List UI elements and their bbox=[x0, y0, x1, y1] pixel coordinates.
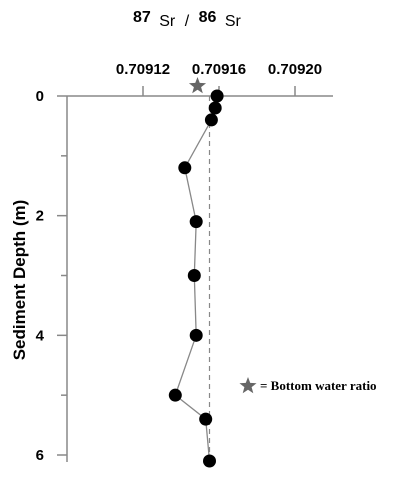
y-tick-label: 0 bbox=[36, 88, 44, 105]
data-point bbox=[208, 101, 222, 115]
bottom-water-star-marker bbox=[188, 77, 207, 94]
x-tick-label: 0.70916 bbox=[192, 61, 246, 78]
data-points bbox=[168, 89, 224, 468]
chart-title: 87 Sr / 86 Sr bbox=[133, 9, 242, 30]
y-ticks: 0 2 4 6 bbox=[36, 88, 67, 464]
legend: = Bottom water ratio bbox=[239, 377, 377, 394]
data-point bbox=[187, 269, 201, 282]
legend-label: = Bottom water ratio bbox=[260, 378, 377, 393]
title-element-bottom: Sr bbox=[225, 13, 242, 30]
data-point bbox=[204, 113, 218, 127]
data-point bbox=[210, 89, 224, 103]
data-point bbox=[178, 161, 192, 175]
title-element-top: Sr bbox=[159, 13, 176, 30]
title-mass-top: 87 bbox=[133, 9, 151, 26]
data-point bbox=[199, 412, 213, 426]
y-tick-label: 2 bbox=[36, 208, 44, 225]
data-point bbox=[168, 388, 182, 402]
data-point bbox=[189, 328, 203, 342]
title-slash: / bbox=[185, 13, 190, 30]
y-axis-label: Sediment Depth (m) bbox=[10, 200, 29, 361]
x-tick-label: 0.70920 bbox=[268, 61, 322, 78]
legend-star-icon bbox=[239, 377, 257, 394]
data-point bbox=[189, 215, 203, 229]
x-tick-label: 0.70912 bbox=[116, 61, 170, 78]
data-point bbox=[203, 454, 216, 468]
y-tick-label: 4 bbox=[36, 327, 45, 344]
title-mass-bottom: 86 bbox=[199, 9, 217, 26]
y-tick-label: 6 bbox=[36, 447, 44, 464]
